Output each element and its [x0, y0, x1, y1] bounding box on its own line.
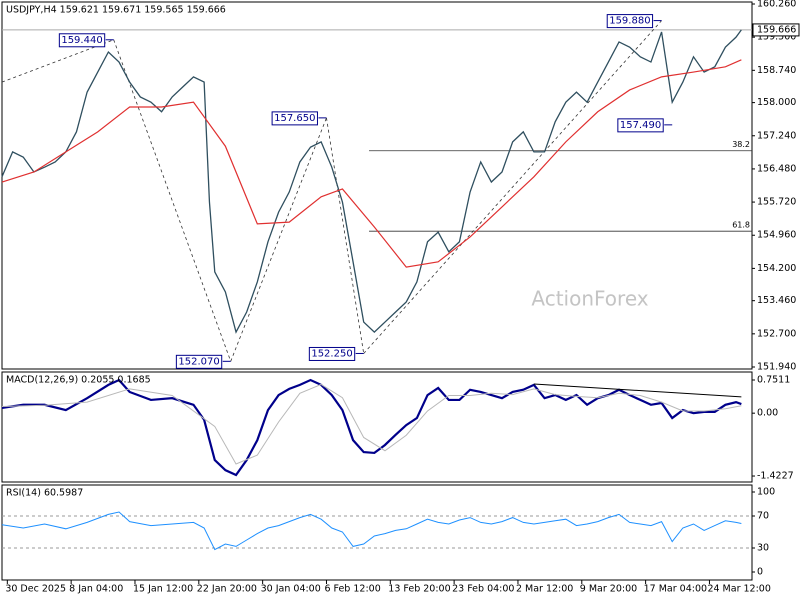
last-price-label: 159.666 — [757, 24, 796, 35]
y-tick-label: 158.740 — [757, 65, 796, 76]
watermark: ActionForex — [531, 287, 648, 311]
pivot-label: 157.650 — [274, 113, 315, 124]
x-tick-label: 6 Feb 12:00 — [324, 584, 380, 595]
pivot-label: 157.490 — [620, 120, 661, 131]
y-tick-label: 0.00 — [757, 408, 778, 419]
x-tick-label: 30 Dec 2025 — [5, 584, 66, 595]
zigzag-line — [363, 20, 662, 354]
series-line — [1, 378, 742, 477]
series-line — [1, 383, 742, 465]
y-tick-label: 70 — [757, 511, 769, 522]
panel-title: RSI(14) 60.5987 — [6, 488, 83, 499]
y-tick-label: 154.960 — [757, 230, 796, 241]
pivot-label: 152.070 — [178, 356, 219, 367]
zigzag-line — [1, 39, 114, 83]
series-line — [533, 383, 742, 398]
pivot-box — [271, 111, 318, 126]
y-tick-label: 154.200 — [757, 263, 796, 274]
x-tick-label: 17 Mar 04:00 — [644, 584, 707, 595]
pivot-box — [617, 118, 664, 133]
x-tick-label: 13 Feb 20:00 — [388, 584, 450, 595]
series-line — [1, 29, 742, 334]
pivot-label: 159.880 — [609, 16, 650, 27]
y-tick-label: 30 — [757, 543, 769, 554]
fibo-label: 61.8 — [732, 221, 750, 230]
pivot-box — [58, 33, 106, 48]
pivot-label: 152.250 — [311, 348, 352, 359]
y-tick-label: 153.460 — [757, 295, 796, 306]
pivot-box — [175, 354, 223, 369]
x-tick-label: 24 Mar 12:00 — [707, 584, 770, 595]
panel-frame — [1, 371, 753, 483]
x-tick-label: 9 Mar 20:00 — [580, 584, 637, 595]
series-line — [1, 511, 742, 551]
y-tick-label: 0 — [757, 567, 763, 578]
panel-frame — [1, 484, 753, 581]
x-tick-label: 22 Jan 20:00 — [197, 584, 257, 595]
x-tick-label: 8 Jan 04:00 — [69, 584, 123, 595]
pivot-box — [308, 346, 356, 361]
y-tick-label: 152.700 — [757, 328, 796, 339]
panel-frame — [1, 1, 753, 370]
x-tick-label: 30 Jan 04:00 — [261, 584, 321, 595]
series-line — [1, 59, 742, 268]
y-tick-label: 100 — [757, 487, 775, 498]
last-price-box — [752, 23, 800, 37]
y-tick-label: -1.4227 — [757, 471, 794, 482]
y-tick-label: 160.260 — [757, 0, 796, 10]
panel-title: USDJPY,H4 159.621 159.671 159.565 159.66… — [6, 5, 226, 16]
y-tick-label: 156.480 — [757, 163, 796, 174]
y-tick-label: 0.7511 — [757, 374, 790, 385]
fibo-label: 38.2 — [732, 140, 750, 149]
y-tick-label: 155.720 — [757, 197, 796, 208]
x-tick-label: 15 Jan 12:00 — [133, 584, 193, 595]
pivot-box — [606, 14, 654, 29]
panel-title: MACD(12,26,9) 0.2055 0.1685 — [6, 375, 151, 386]
x-tick-label: 2 Mar 12:00 — [516, 584, 573, 595]
y-tick-label: 158.000 — [757, 97, 796, 108]
zigzag-line — [230, 117, 327, 362]
y-tick-label: 157.240 — [757, 130, 796, 141]
y-tick-label: 159.500 — [757, 32, 796, 43]
y-tick-label: 151.940 — [757, 361, 796, 372]
zigzag-line — [326, 117, 365, 354]
pivot-label: 159.440 — [61, 35, 102, 46]
x-tick-label: 23 Feb 04:00 — [452, 584, 514, 595]
